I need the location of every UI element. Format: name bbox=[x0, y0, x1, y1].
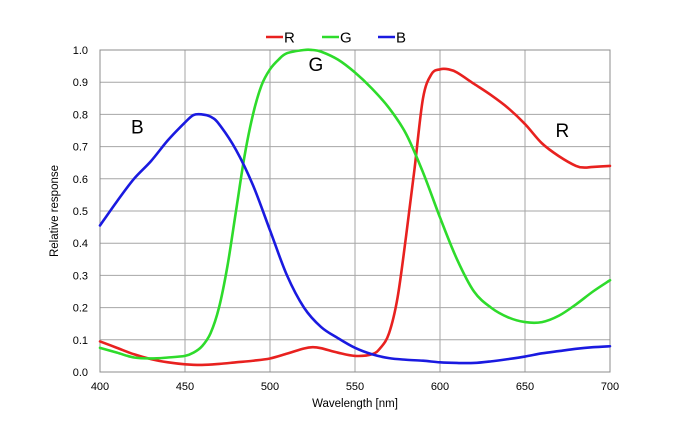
series-line-r bbox=[98, 67, 612, 367]
y-tick-label: 0.7 bbox=[73, 142, 88, 154]
y-tick-label: 0.1 bbox=[73, 335, 88, 347]
y-tick-label: 1.0 bbox=[73, 45, 88, 57]
y-axis-title: Relative response bbox=[49, 165, 61, 257]
y-tick-label: 0.8 bbox=[73, 109, 88, 121]
x-tick-label: 650 bbox=[516, 381, 534, 393]
annotation-b: B bbox=[131, 118, 144, 139]
x-tick-label: 600 bbox=[431, 381, 449, 393]
x-tick-labels: 400 450 500 550 600 650 700 bbox=[91, 381, 619, 393]
x-tick-label: 700 bbox=[601, 381, 619, 393]
curve-annotations: B G R bbox=[131, 55, 569, 142]
plot-frame bbox=[99, 49, 611, 373]
legend-label-g: G bbox=[340, 30, 352, 47]
y-tick-label: 0.4 bbox=[73, 238, 88, 250]
annotation-g: G bbox=[309, 55, 324, 76]
annotation-r: R bbox=[556, 121, 570, 142]
y-tick-label: 0.3 bbox=[73, 270, 88, 282]
legend-label-r: R bbox=[284, 30, 295, 47]
x-axis-title: Wavelength [nm] bbox=[312, 398, 398, 410]
x-tick-label: 400 bbox=[91, 381, 109, 393]
x-tick-label: 500 bbox=[261, 381, 279, 393]
series-lines bbox=[98, 48, 612, 367]
y-tick-label: 0.2 bbox=[73, 303, 88, 315]
legend-label-b: B bbox=[396, 30, 406, 47]
x-tick-label: 550 bbox=[346, 381, 364, 393]
x-tick-label: 450 bbox=[176, 381, 194, 393]
series-line-g bbox=[98, 48, 612, 360]
y-tick-label: 0.6 bbox=[73, 174, 88, 186]
series-line-b bbox=[98, 112, 612, 365]
y-tick-label: 0.0 bbox=[73, 367, 88, 379]
y-tick-label: 0.5 bbox=[73, 206, 88, 218]
y-tick-labels: 0.0 0.1 0.2 0.3 0.4 0.5 0.6 0.7 0.8 0.9 1.0 bbox=[73, 45, 88, 379]
y-tick-label: 0.9 bbox=[73, 77, 88, 89]
